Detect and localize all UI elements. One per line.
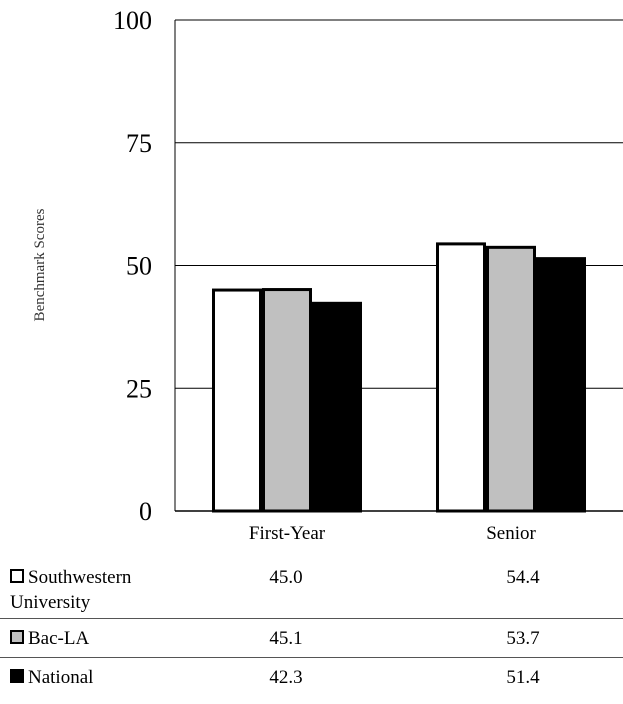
series-label: Southwestern University: [10, 567, 132, 613]
value-senior: 53.7: [506, 628, 540, 649]
value-first-year: 45.0: [269, 567, 303, 588]
series-label: Bac-LA: [28, 628, 90, 649]
table-row-southwestern: Southwestern University 45.0 54.4: [0, 558, 623, 619]
value-senior: 51.4: [506, 667, 540, 688]
y-tick-label: 75: [126, 129, 152, 158]
legend-item-bac-la: Bac-LA: [10, 626, 200, 651]
y-tick-label: 0: [139, 497, 152, 526]
x-category-label: Senior: [486, 523, 536, 544]
x-category-label: First-Year: [249, 523, 326, 544]
y-tick-label: 25: [126, 374, 152, 403]
bar-chart: 0 25 50 75 100 First-Year Senior Benchmark Sc…: [32, 6, 623, 544]
table-row-national: National 42.3 51.4: [0, 658, 623, 698]
bar: [312, 301, 362, 513]
legend-swatch-black: [10, 669, 24, 683]
value-first-year: 42.3: [269, 667, 303, 688]
y-axis-label: Benchmark Scores: [32, 208, 48, 321]
legend-swatch-gray: [10, 630, 24, 644]
value-senior: 54.4: [506, 567, 540, 588]
table-row-bac-la: Bac-LA 45.1 53.7: [0, 619, 623, 658]
y-tick-labels: 0 25 50 75 100: [113, 6, 152, 526]
data-table: Southwestern University 45.0 54.4 Bac-LA…: [0, 558, 623, 698]
bar: [486, 245, 536, 513]
bar: [262, 288, 312, 513]
legend-item-southwestern: Southwestern University: [10, 565, 200, 615]
bar: [212, 288, 262, 513]
axes: [174, 20, 623, 512]
y-tick-label: 50: [126, 252, 152, 281]
value-first-year: 45.1: [269, 628, 303, 649]
y-tick-label: 100: [113, 6, 152, 35]
legend-item-national: National: [10, 665, 200, 690]
bars: [212, 242, 586, 513]
bar: [536, 257, 586, 513]
legend-swatch-white: [10, 569, 24, 583]
series-label: National: [28, 667, 94, 688]
x-category-labels: First-Year Senior: [249, 523, 537, 544]
bar: [436, 242, 486, 513]
